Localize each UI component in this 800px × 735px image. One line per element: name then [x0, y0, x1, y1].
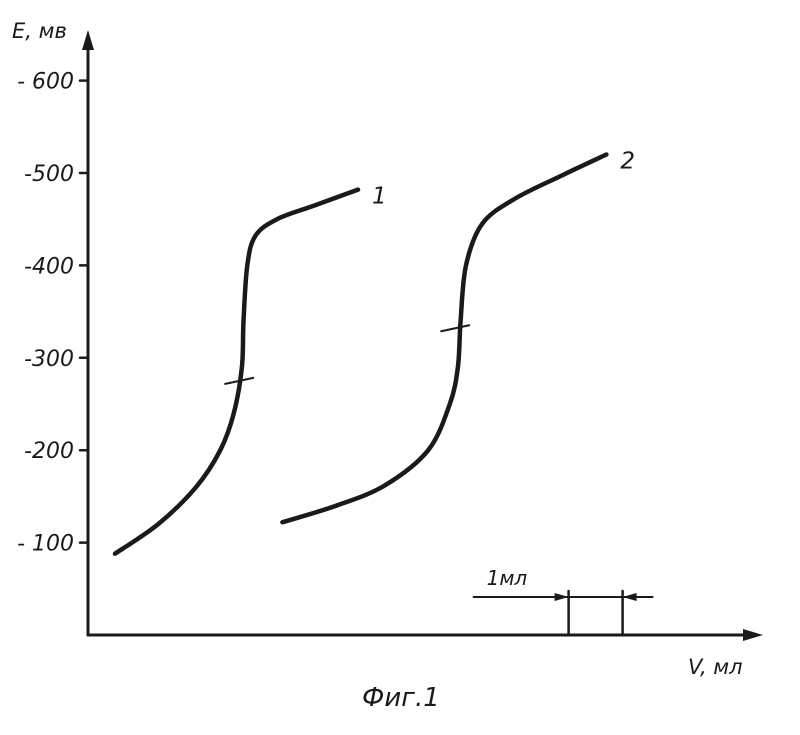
equivalence-point-mark — [441, 325, 469, 331]
y-tick-label: -300 — [24, 347, 74, 372]
y-ticks: - 100 -200 -300 -400 -500 - 600 — [17, 70, 88, 557]
curves: 12 — [115, 149, 635, 554]
curve-label-2: 2 — [620, 149, 635, 175]
y-tick-label: -500 — [24, 162, 74, 187]
curve-1 — [115, 190, 358, 554]
y-tick-label: -200 — [24, 439, 74, 464]
y-tick-label: - 600 — [17, 70, 74, 95]
y-tick-label: - 100 — [17, 532, 74, 557]
x-axis-arrow-icon — [743, 629, 763, 641]
y-axis-arrow-icon — [82, 30, 94, 50]
y-axis-label: E, мв — [12, 19, 67, 43]
scale-bar: 1мл — [474, 566, 653, 635]
y-tick-label: -400 — [24, 254, 74, 279]
axes — [82, 30, 763, 641]
scale-bar-label: 1мл — [487, 566, 528, 590]
curve-2 — [282, 155, 606, 523]
x-axis-label: V, мл — [688, 655, 743, 679]
scale-arrow-left-icon — [623, 593, 637, 601]
figure-caption: Фиг.1 — [362, 683, 440, 713]
curve-label-1: 1 — [372, 184, 387, 210]
scale-arrow-right-icon — [555, 593, 569, 601]
